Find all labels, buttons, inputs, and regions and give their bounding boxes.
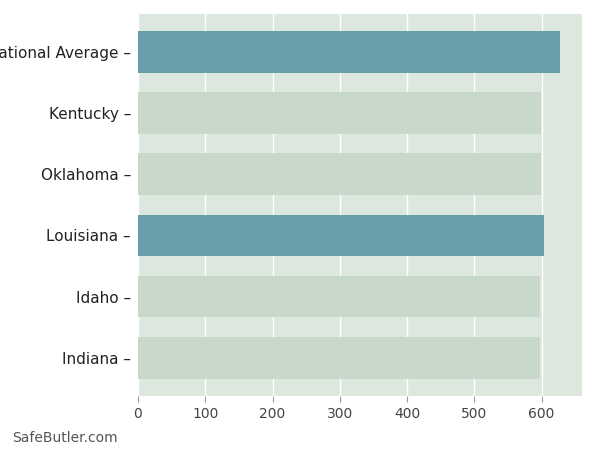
Text: SafeButler.com: SafeButler.com bbox=[12, 432, 118, 446]
Bar bbox=[138, 215, 544, 256]
Bar bbox=[138, 337, 539, 378]
Bar bbox=[138, 92, 541, 134]
Bar bbox=[138, 31, 560, 72]
Bar bbox=[138, 153, 541, 195]
Bar bbox=[138, 276, 539, 317]
